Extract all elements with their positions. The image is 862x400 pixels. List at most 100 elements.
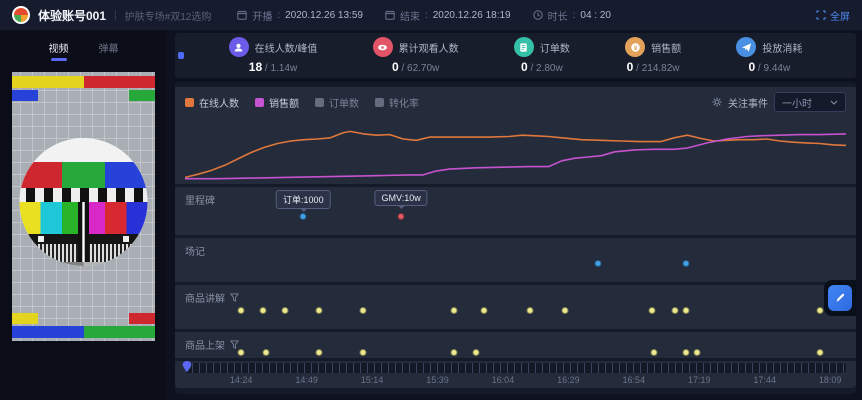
row-label: 场记 <box>185 247 205 258</box>
time-scrubber[interactable] <box>182 361 846 373</box>
axis-time-label: 14:49 <box>295 375 318 385</box>
event-track: 订单:1000 GMV:10w <box>185 187 846 235</box>
event-dot[interactable] <box>693 349 701 356</box>
app-logo-icon <box>12 6 30 24</box>
plane-icon <box>736 37 757 57</box>
filter-icon[interactable] <box>230 340 239 349</box>
fullscreen-button[interactable]: 全屏 <box>816 8 850 23</box>
legend-item[interactable]: 在线人数 <box>185 95 239 110</box>
duration-label: 时长 <box>547 11 568 23</box>
timeline-row: 场记 <box>175 238 856 282</box>
legend-item[interactable]: 订单数 <box>315 95 359 110</box>
end-value: 2020.12.26 18:19 <box>432 9 511 21</box>
filter-icon[interactable] <box>230 293 239 302</box>
legend-swatch <box>375 97 384 107</box>
stat-label: 投放消耗 <box>762 43 803 55</box>
legend-item[interactable]: 销售额 <box>255 95 299 110</box>
legend-item[interactable]: 转化率 <box>375 95 419 110</box>
stat-label: 订单数 <box>539 43 570 55</box>
trend-line-chart[interactable] <box>185 112 846 182</box>
app-header: 体验账号001 | 护肤专场#双12选购 开播: 2020.12.26 13:5… <box>0 0 862 30</box>
tab-danmaku[interactable]: 弹幕 <box>98 43 119 55</box>
stat-value: 0 / 2.80w <box>521 60 563 74</box>
slider-pin-icon[interactable] <box>181 360 192 373</box>
milestone-tooltip: GMV:10w <box>374 190 428 206</box>
stats-bar: 在线人数/峰值 18 / 1.14w 累计观看人数 0 / 62.70w 订单数… <box>175 33 856 78</box>
stat-card: 订单数 0 / 2.80w <box>513 37 570 74</box>
event-dot[interactable] <box>237 307 245 314</box>
calendar-icon <box>237 10 248 20</box>
event-dot[interactable] <box>682 307 690 314</box>
end-label: 结束 <box>399 11 420 23</box>
event-dot[interactable] <box>359 307 367 314</box>
chart-section: 在线人数 销售额 订单数 转化率 关注事件 一小时 <box>175 87 856 184</box>
event-dot[interactable] <box>259 307 267 314</box>
event-track <box>185 238 846 282</box>
event-dot[interactable] <box>359 349 367 356</box>
timeline-row: 里程碑 订单:1000 GMV:10w <box>175 187 856 235</box>
stat-value: 0 / 9.44w <box>748 60 791 74</box>
stat-value: 0 / 214.82w <box>626 60 680 74</box>
coin-icon: ¥ <box>625 37 646 57</box>
axis-time-label: 17:19 <box>687 375 711 385</box>
event-dot[interactable] <box>648 307 656 314</box>
event-dot[interactable] <box>816 349 824 356</box>
stat-label: 在线人数/峰值 <box>254 43 318 55</box>
clock-icon <box>532 10 543 20</box>
account-title: 体验账号001 <box>38 8 107 23</box>
event-dot[interactable] <box>450 307 458 314</box>
timeline-rows: 里程碑 订单:1000 GMV:10w 场记 商品讲解 商品上架 <box>175 187 856 361</box>
event-dot[interactable] <box>682 349 690 356</box>
event-dot[interactable] <box>594 260 602 267</box>
event-dot[interactable] <box>281 307 289 314</box>
axis-time-label: 14:24 <box>229 375 253 385</box>
stat-label: 累计观看人数 <box>398 43 459 55</box>
live-title: 护肤专场#双12选购 <box>124 11 212 23</box>
timeline-row: 商品讲解 <box>175 285 856 329</box>
axis-time-label: 18:09 <box>818 375 842 385</box>
stat-label: 销售额 <box>651 43 682 55</box>
event-track <box>185 285 846 329</box>
event-dot[interactable] <box>397 213 405 220</box>
eye-icon <box>372 37 393 57</box>
stat-card: 投放消耗 0 / 9.44w <box>736 37 802 74</box>
video-tabs: 视频 弹幕 <box>0 30 167 64</box>
event-dot[interactable] <box>480 307 488 314</box>
event-dot[interactable] <box>682 260 690 267</box>
event-dot[interactable] <box>526 307 534 314</box>
fullscreen-label: 全屏 <box>830 11 850 23</box>
title-divider: | <box>114 9 117 21</box>
event-dot[interactable] <box>315 307 323 314</box>
timeline-row: 商品上架 <box>175 332 856 358</box>
event-dot[interactable] <box>315 349 323 356</box>
edit-button-backing <box>824 280 856 316</box>
edit-button[interactable] <box>828 285 852 311</box>
tab-video[interactable]: 视频 <box>47 34 71 61</box>
start-label: 开播 <box>252 11 273 23</box>
legend-swatch <box>315 97 324 107</box>
event-dot[interactable] <box>472 349 480 356</box>
chevron-down-icon <box>830 100 838 105</box>
order-icon <box>513 37 534 57</box>
time-axis: 14:24 14:49 15:14 15:39 16:04 16:29 16:54 17:19… <box>175 361 856 388</box>
event-dot[interactable] <box>262 349 270 356</box>
axis-time-label: 16:04 <box>491 375 515 385</box>
video-test-pattern <box>8 66 159 347</box>
event-dot[interactable] <box>671 307 679 314</box>
start-value: 2020.12.26 13:59 <box>285 9 363 21</box>
event-dot[interactable] <box>816 307 824 314</box>
legend-swatch <box>185 97 194 107</box>
interval-select[interactable]: 一小时 <box>774 92 846 112</box>
stat-value: 18 / 1.14w <box>248 60 298 74</box>
axis-time-label: 17:44 <box>753 375 776 385</box>
axis-labels: 14:24 14:49 15:14 15:39 16:04 16:29 16:54 17:19… <box>185 373 846 388</box>
main-content: 在线人数/峰值 18 / 1.14w 累计观看人数 0 / 62.70w 订单数… <box>167 30 862 400</box>
milestone-tooltip: 订单:1000 <box>276 190 331 209</box>
svg-text:¥: ¥ <box>633 44 637 51</box>
event-dot[interactable] <box>237 349 245 356</box>
event-dot[interactable] <box>561 307 569 314</box>
event-dot[interactable] <box>450 349 458 356</box>
event-dot[interactable] <box>650 349 658 356</box>
event-dot[interactable] <box>299 213 307 220</box>
collapse-handle-icon[interactable] <box>178 52 184 59</box>
